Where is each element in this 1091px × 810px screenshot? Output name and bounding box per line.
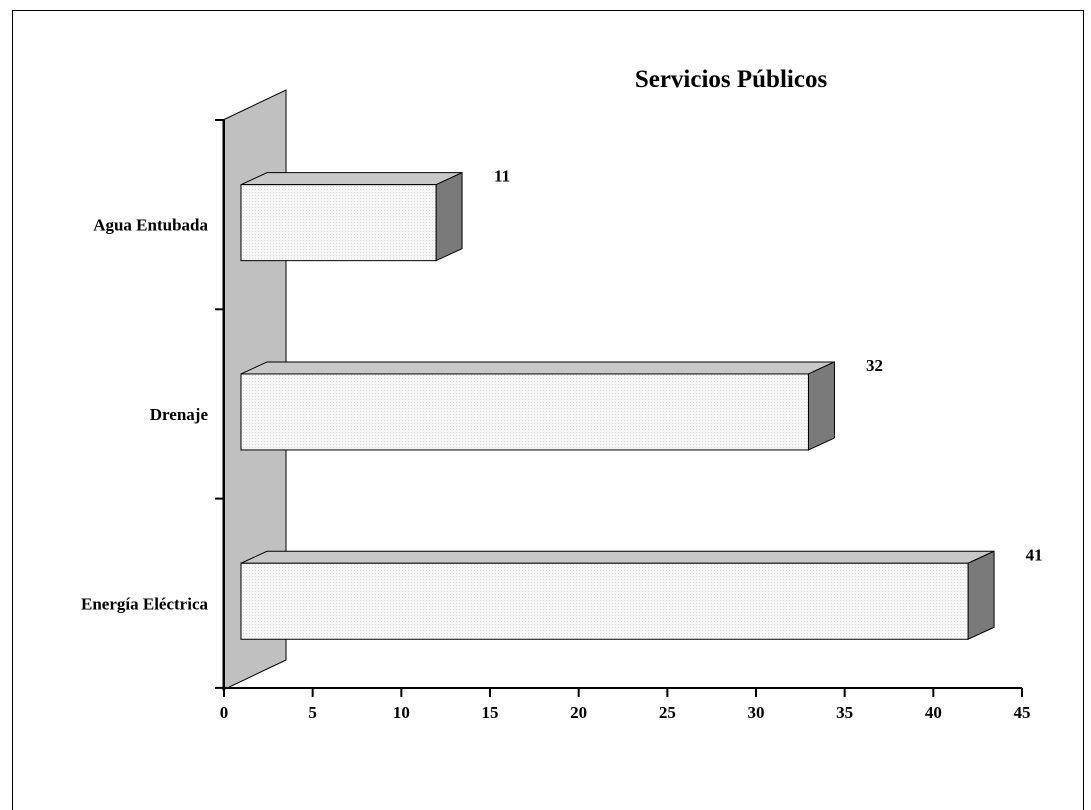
category-label: Agua Entubada	[93, 216, 208, 235]
x-tick-label: 25	[659, 703, 676, 722]
x-tick-label: 0	[220, 703, 229, 722]
bar-top-face	[240, 550, 995, 564]
bar: 41	[240, 545, 1043, 641]
data-label: 32	[866, 356, 883, 375]
x-tick-label: 30	[748, 703, 765, 722]
data-label: 11	[494, 167, 510, 186]
bar-side-face	[807, 361, 835, 451]
data-label: 41	[1026, 545, 1043, 564]
bar-front-face	[240, 184, 437, 262]
bar: 11	[240, 167, 510, 262]
chart-title: Servicios Públicos	[635, 66, 828, 93]
bar-side-face	[967, 550, 995, 641]
bar-front-face	[240, 373, 809, 451]
x-tick-label: 15	[482, 703, 499, 722]
x-tick-label: 10	[393, 703, 410, 722]
bar: 32	[240, 356, 883, 451]
x-tick-label: 5	[308, 703, 317, 722]
x-tick-label: 35	[836, 703, 853, 722]
category-label: Drenaje	[150, 405, 209, 424]
bar-side-face	[435, 171, 463, 262]
bar-top-face	[240, 361, 835, 375]
x-tick-label: 45	[1014, 703, 1031, 722]
x-tick-label: 40	[925, 703, 942, 722]
category-label: Energía Eléctrica	[81, 594, 208, 613]
bar-front-face	[240, 562, 969, 640]
x-tick-label: 20	[570, 703, 587, 722]
bar-top-face	[240, 172, 463, 186]
